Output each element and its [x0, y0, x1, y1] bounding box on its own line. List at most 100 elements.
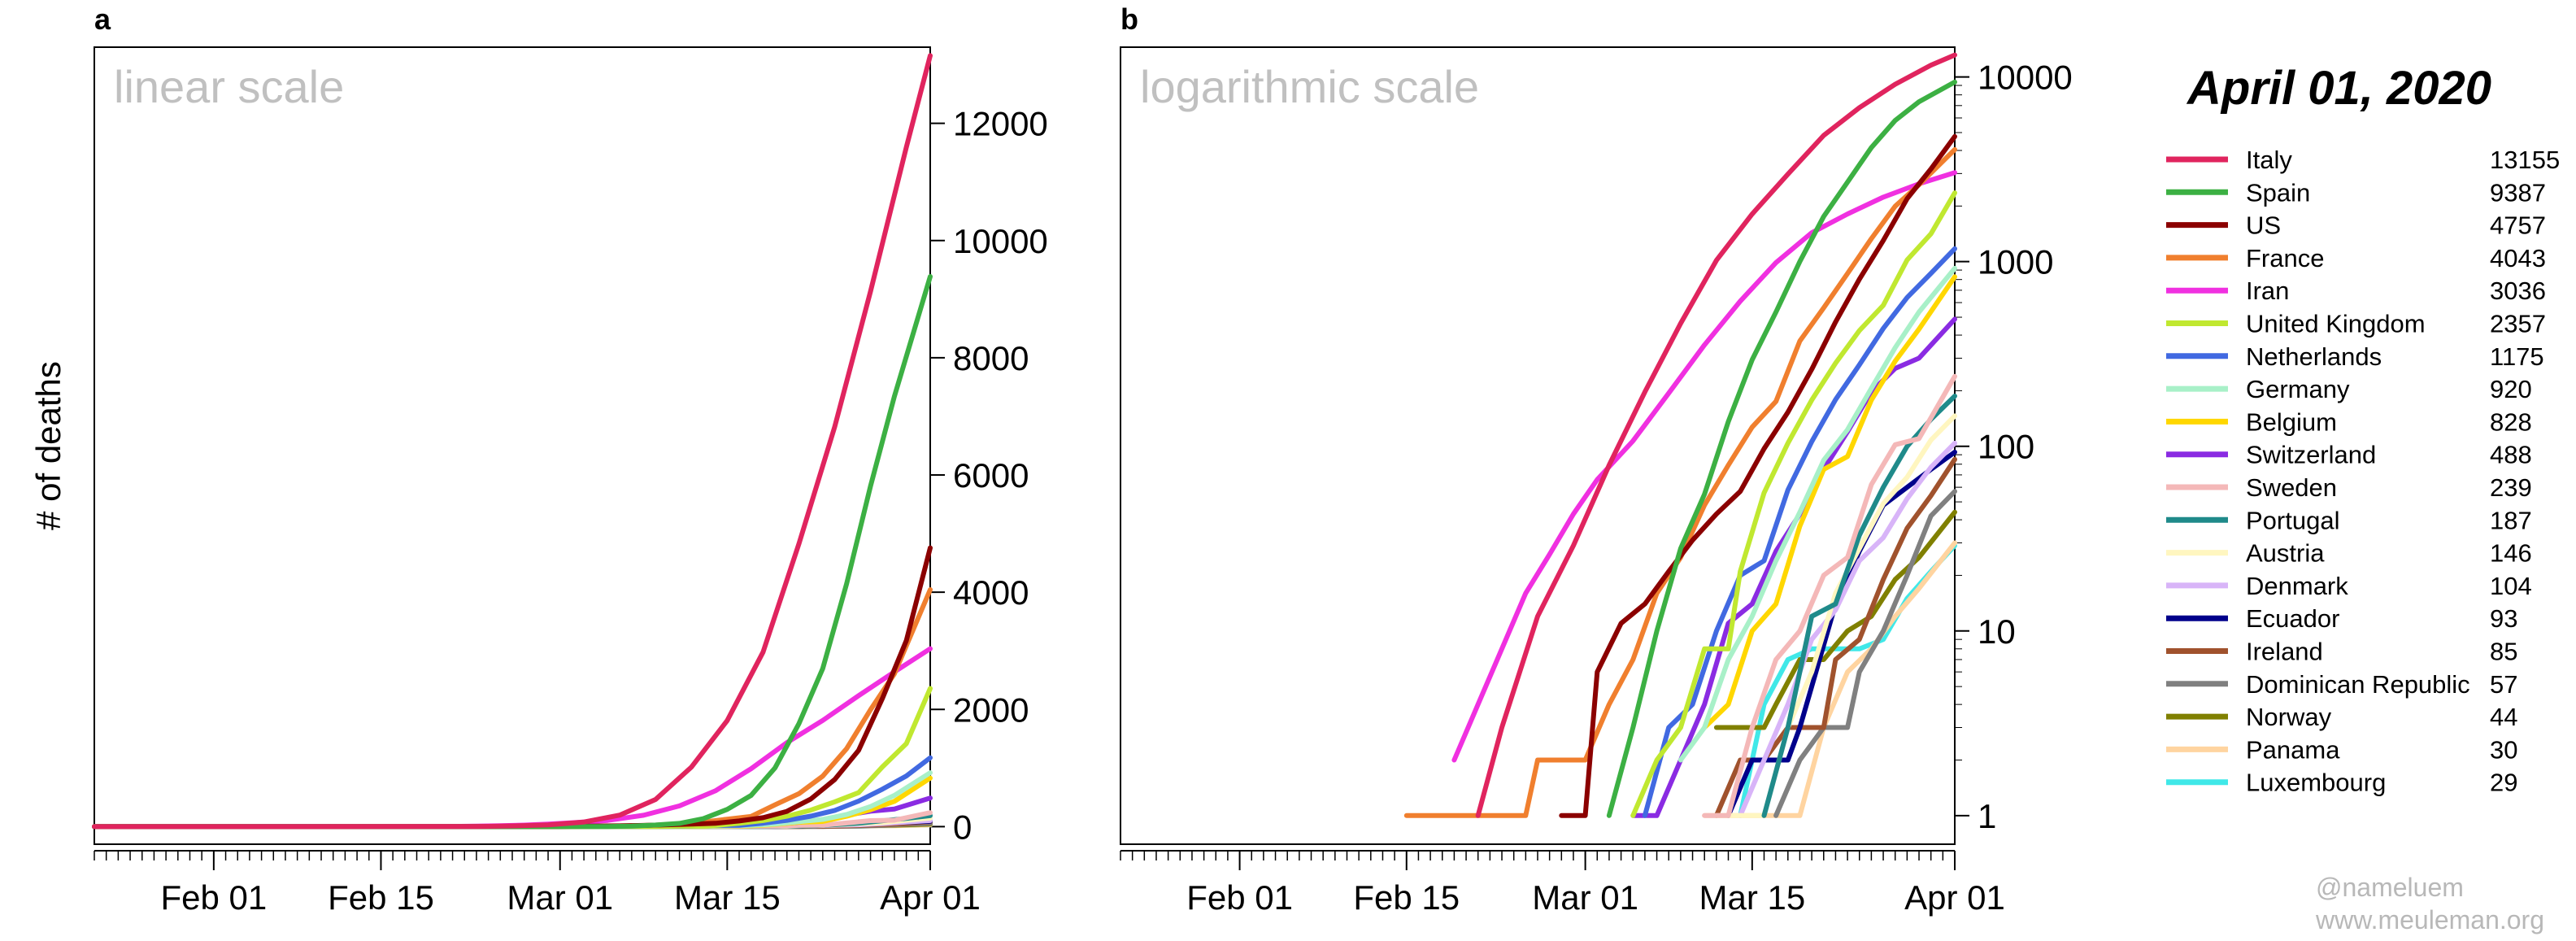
series-line-italy [92, 53, 933, 830]
series-line-sweden [1702, 373, 1957, 818]
y-axis-label: # of deaths [29, 361, 67, 530]
legend-item: US 4757 [2166, 211, 2546, 240]
legend-country: Belgium [2246, 407, 2337, 436]
series-line-germany [1677, 265, 1957, 763]
x-tick-label: Mar 15 [674, 878, 781, 917]
legend-item: Germany 920 [2166, 375, 2532, 403]
y-tick-label: 10 [1978, 612, 2016, 651]
legend-item: Netherlands 1175 [2166, 342, 2544, 371]
panel-label-b: b [1120, 2, 1138, 36]
y-tick-label: 6000 [953, 456, 1029, 494]
series-line-denmark [1738, 440, 1957, 818]
x-tick-label: Feb 15 [1353, 878, 1460, 917]
legend-total: 13155 [2490, 146, 2560, 174]
series-line-united-kingdom [1630, 190, 1957, 818]
x-tick-label: Apr 01 [880, 878, 981, 917]
legend-total: 4757 [2490, 211, 2546, 240]
legend-country: Austria [2246, 539, 2325, 568]
y-tick-label: 2000 [953, 691, 1029, 729]
legend: Italy 13155 Spain 9387 US 4757 France 4043 Iran 3… [2166, 146, 2560, 797]
legend-country: France [2246, 244, 2324, 272]
y-axis-a: 0 2000 4000 6000 8000 10000 12000 [930, 105, 1048, 846]
series-lines-b [1403, 52, 1957, 818]
legend-total: 239 [2490, 473, 2532, 502]
x-tick-label: Feb 15 [328, 878, 434, 917]
legend-country: Panama [2246, 735, 2340, 764]
legend-country: Portugal [2246, 506, 2339, 534]
legend-total: 85 [2490, 638, 2517, 666]
legend-item: Norway 44 [2166, 703, 2517, 731]
chart-panel-linear: linear scale Feb 01 Feb 15 Mar 01 Mar 15 Apr… [92, 46, 1048, 917]
legend-total: 187 [2490, 506, 2532, 534]
legend-total: 488 [2490, 441, 2532, 469]
legend-item: Spain 9387 [2166, 178, 2546, 207]
legend-country: Luxembourg [2246, 769, 2386, 797]
legend-total: 57 [2490, 670, 2517, 699]
series-line-spain [92, 274, 933, 830]
series-line-norway [1713, 509, 1957, 730]
x-tick-label: Mar 01 [1532, 878, 1638, 917]
x-tick-label: Mar 15 [1699, 878, 1805, 917]
legend-total: 104 [2490, 572, 2532, 600]
x-tick-label: Feb 01 [160, 878, 267, 917]
legend-country: Ireland [2246, 638, 2323, 666]
chart-panel-log: logarithmic scale Feb 01 Feb 15 Mar 01 Mar … [1120, 46, 2073, 917]
x-axis-a: Feb 01 Feb 15 Mar 01 Mar 15 Apr 01 [94, 850, 981, 917]
legend-total: 2357 [2490, 310, 2546, 338]
series-line-us [1559, 133, 1957, 818]
legend-country: US [2246, 211, 2281, 240]
panel-label-a: a [94, 2, 111, 36]
legend-country: United Kingdom [2246, 310, 2426, 338]
y-tick-label: 10000 [1978, 59, 2073, 97]
legend-item: United Kingdom 2357 [2166, 310, 2546, 338]
legend-item: Italy 13155 [2166, 146, 2560, 174]
legend-country: Ecuador [2246, 604, 2339, 633]
series-line-dominican-republic [1773, 489, 1957, 818]
series-line-netherlands [1642, 246, 1957, 818]
credit-site: www.meuleman.org [2315, 905, 2544, 934]
series-line-france [1403, 146, 1957, 818]
legend-item: Ecuador 93 [2166, 604, 2517, 633]
y-tick-label: 8000 [953, 339, 1029, 377]
legend-country: Iran [2246, 277, 2289, 305]
legend-item: Iran 3036 [2166, 277, 2546, 305]
legend-total: 9387 [2490, 178, 2546, 207]
legend-country: Denmark [2246, 572, 2348, 600]
series-line-us [92, 545, 933, 830]
legend-country: Switzerland [2246, 441, 2376, 469]
legend-country: Norway [2246, 703, 2332, 731]
legend-total: 1175 [2490, 342, 2544, 371]
series-lines-a [92, 53, 933, 830]
y-tick-label: 100 [1978, 428, 2034, 466]
y-tick-label: 4000 [953, 573, 1029, 612]
legend-item: Luxembourg 29 [2166, 769, 2517, 797]
y-tick-label: 1 [1978, 797, 1996, 835]
legend-total: 828 [2490, 407, 2532, 436]
legend-total: 146 [2490, 539, 2532, 568]
y-tick-label: 0 [953, 808, 972, 846]
legend-item: Dominican Republic 57 [2166, 670, 2517, 699]
legend-total: 93 [2490, 604, 2517, 633]
x-tick-label: Feb 01 [1186, 878, 1293, 917]
credit-handle: @nameluem [2316, 873, 2464, 902]
plot-frame-a [94, 46, 931, 845]
scale-label-log: logarithmic scale [1140, 61, 1479, 112]
legend-country: Germany [2246, 375, 2350, 403]
y-axis-b: 1 10 100 1000 10000 [1955, 59, 2073, 835]
legend-country: Sweden [2246, 473, 2337, 502]
scale-label-linear: linear scale [114, 61, 344, 112]
series-line-belgium [1702, 274, 1957, 730]
legend-total: 3036 [2490, 277, 2546, 305]
y-tick-label: 1000 [1978, 243, 2053, 281]
legend-country: Netherlands [2246, 342, 2382, 371]
legend-country: Italy [2246, 146, 2292, 174]
legend-item: Portugal 187 [2166, 506, 2532, 534]
legend-item: Panama 30 [2166, 735, 2517, 764]
series-line-iran [1451, 170, 1957, 763]
legend-item: Austria 146 [2166, 539, 2532, 568]
legend-item: Sweden 239 [2166, 473, 2532, 502]
legend-total: 44 [2490, 703, 2517, 731]
legend-country: Spain [2246, 178, 2310, 207]
series-line-spain [1606, 79, 1957, 818]
